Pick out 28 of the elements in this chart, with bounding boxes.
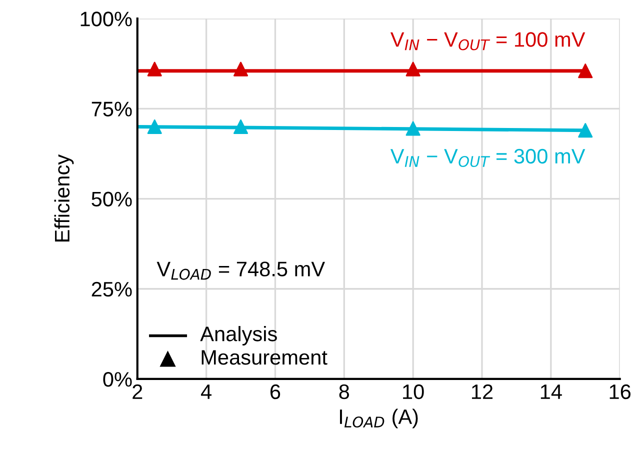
x-axis-title: I$_{LOAD}$ (A): [340, 408, 418, 428]
annotation: V$_{IN}$ − V$_{OUT}$ = 300 mV: [390, 148, 586, 168]
y-tick-label: 100%: [80, 12, 132, 26]
point: [233, 119, 248, 134]
x-tick-label: 12: [472, 384, 493, 399]
y-tick-label: 50%: [92, 192, 132, 207]
x-tick-label: 2: [132, 384, 142, 399]
y-axis-title: Efficiency: [54, 154, 74, 242]
x-tick-label: 14: [540, 384, 562, 399]
point: [233, 62, 248, 76]
point: [578, 64, 593, 78]
point: [406, 121, 420, 136]
y-tick-label: 75%: [92, 102, 132, 116]
annotation: V$_{LOAD}$ = 748.5 mV: [156, 262, 325, 280]
y-tick-label: 0%: [103, 372, 132, 387]
point: [147, 62, 162, 76]
point: [406, 62, 420, 76]
point: [578, 123, 593, 138]
x-tick-label: 10: [403, 384, 424, 400]
annotation: Measurement: [202, 350, 328, 365]
point: [147, 119, 162, 134]
annotation: Analysis: [200, 326, 277, 346]
x-tick-label: 6: [270, 384, 280, 400]
x-tick-label: 16: [610, 384, 630, 400]
x-tick-label: 8: [339, 384, 350, 400]
y-tick-label: 25%: [92, 282, 132, 297]
annotation: V$_{IN}$ − V$_{OUT}$ = 100 mV: [390, 32, 586, 50]
x-tick-label: 4: [200, 384, 212, 399]
